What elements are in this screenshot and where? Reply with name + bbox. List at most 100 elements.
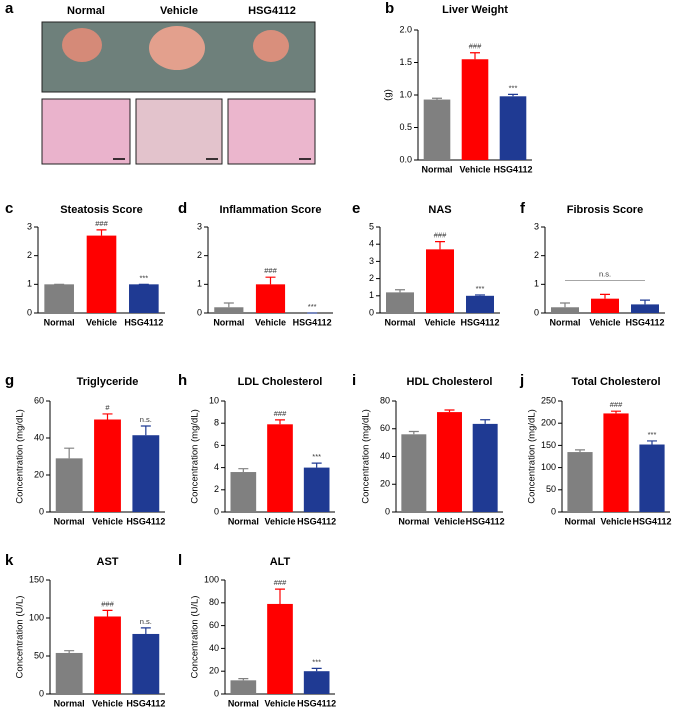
error-bar — [475, 294, 485, 296]
bar — [499, 96, 527, 160]
y-tick-label: 2 — [534, 250, 539, 260]
significance: ### — [101, 599, 114, 608]
x-tick-label: Normal — [421, 164, 452, 174]
y-tick-label: 0 — [39, 506, 44, 516]
y-tick-label: 1 — [369, 290, 374, 300]
error-bar — [611, 410, 621, 414]
y-tick-label: 1.0 — [399, 89, 412, 99]
bar — [591, 298, 619, 313]
panel-label: l — [178, 552, 182, 569]
y-tick-label: 40 — [34, 432, 44, 442]
panel-label: j — [519, 372, 524, 389]
bar — [214, 307, 244, 313]
y-tick-label: 100 — [541, 462, 556, 472]
panel-label: b — [385, 0, 394, 17]
significance: ### — [434, 231, 447, 240]
y-tick-label: 1.5 — [399, 57, 412, 67]
chart-title: NAS — [428, 204, 451, 216]
x-tick-label: Vehicle — [264, 698, 295, 708]
bar — [386, 292, 414, 313]
error-bar — [265, 276, 276, 285]
error-bar — [275, 588, 285, 604]
y-tick-label: 3 — [197, 221, 202, 231]
error-bar — [395, 289, 405, 293]
x-tick-label: Normal — [213, 317, 244, 327]
bar — [132, 633, 160, 694]
error-bar — [408, 430, 419, 435]
x-tick-label: HSG4112 — [460, 317, 499, 327]
x-tick-label: Vehicle — [459, 164, 490, 174]
significance: *** — [648, 430, 657, 439]
y-axis-label: Concentration (mg/dL) — [361, 409, 372, 504]
chart-title: Triglyceride — [77, 376, 139, 388]
y-tick-label: 0 — [385, 506, 390, 516]
significance: ### — [264, 266, 277, 275]
error-bar — [647, 440, 657, 445]
y-tick-label: 100 — [29, 612, 44, 622]
y-tick-label: 200 — [541, 418, 556, 428]
panel-label: i — [352, 372, 356, 389]
y-tick-label: 250 — [541, 395, 556, 405]
y-tick-label: 0 — [534, 307, 539, 317]
y-tick-label: 1 — [197, 279, 202, 289]
error-bar — [275, 419, 285, 425]
y-tick-label: 0 — [197, 307, 202, 317]
y-tick-label: 0 — [39, 688, 44, 698]
y-tick-label: 20 — [209, 666, 219, 676]
error-bar — [560, 302, 570, 308]
x-tick-label: Normal — [564, 516, 595, 526]
bar — [426, 249, 454, 313]
y-axis-label: Concentration (mg/dL) — [15, 409, 26, 504]
y-tick-label: 2 — [27, 250, 32, 260]
bar — [472, 423, 498, 512]
bar — [230, 680, 257, 694]
column-label: HSG4112 — [248, 5, 296, 17]
y-tick-label: 0 — [551, 506, 556, 516]
x-tick-label: Normal — [54, 516, 85, 526]
bar — [639, 444, 665, 512]
significance: # — [105, 403, 110, 412]
y-axis-label: (g) — [383, 89, 394, 101]
x-tick-label: Vehicle — [255, 317, 286, 327]
y-tick-label: 100 — [204, 574, 219, 584]
x-tick-label: Normal — [54, 698, 85, 708]
y-tick-label: 1 — [27, 279, 32, 289]
significance: ### — [274, 409, 287, 418]
x-tick-label: Normal — [398, 516, 429, 526]
bar — [401, 434, 427, 512]
chart-title: Fibrosis Score — [567, 204, 643, 216]
bar — [255, 284, 286, 313]
error-bar — [432, 97, 442, 100]
error-bar — [435, 241, 445, 250]
y-tick-label: 50 — [546, 484, 556, 494]
significance: *** — [312, 657, 321, 666]
error-bar — [470, 52, 480, 60]
significance: *** — [509, 83, 518, 92]
y-tick-label: 10 — [209, 395, 219, 405]
bar — [55, 458, 83, 512]
y-tick-label: 2.0 — [399, 24, 412, 34]
bar — [94, 616, 121, 694]
y-axis-label: Concentration (U/L) — [15, 596, 26, 679]
error-bar — [508, 93, 518, 97]
bar — [631, 304, 659, 313]
y-tick-label: 20 — [34, 469, 44, 479]
y-tick-label: 60 — [34, 395, 44, 405]
y-tick-label: 80 — [209, 597, 219, 607]
bar — [551, 307, 579, 313]
significance: n.s. — [599, 269, 611, 278]
significance: ### — [95, 219, 108, 228]
error-bar — [600, 293, 610, 299]
error-bar — [640, 299, 650, 305]
y-tick-label: 6 — [214, 440, 219, 450]
significance: *** — [476, 284, 485, 293]
y-tick-label: 0 — [27, 307, 32, 317]
bar — [423, 99, 451, 160]
chart-title: Steatosis Score — [60, 204, 143, 216]
error-bar — [64, 447, 75, 459]
x-tick-label: HSG4112 — [293, 317, 332, 327]
y-tick-label: 0 — [214, 506, 219, 516]
y-tick-label: 0.5 — [399, 122, 412, 132]
y-tick-label: 8 — [214, 418, 219, 428]
panel-label: h — [178, 372, 187, 389]
